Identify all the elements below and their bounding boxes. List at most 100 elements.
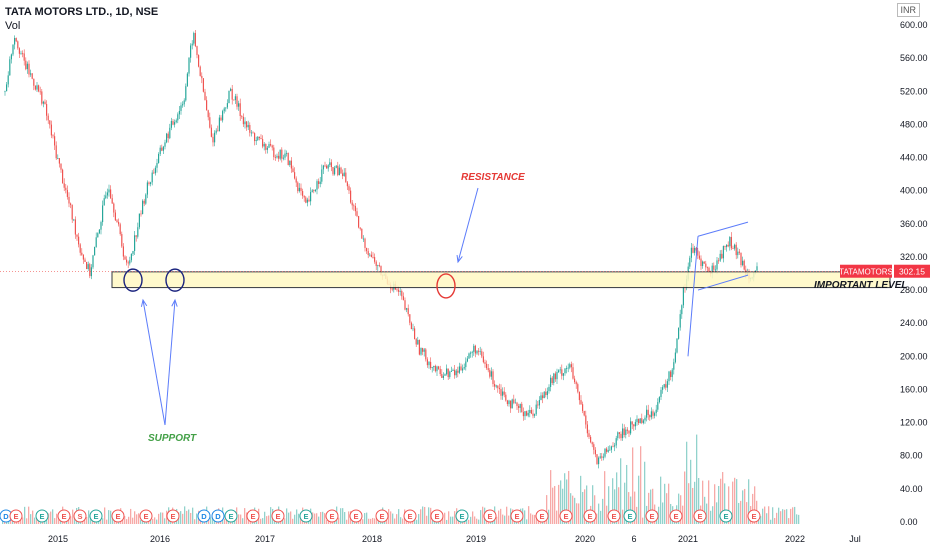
candle-body [172, 121, 174, 125]
volume-bar [500, 508, 502, 524]
candle-body [7, 75, 9, 85]
event-marker-label: E [39, 512, 44, 521]
candle-body [609, 449, 611, 451]
volume-bar [72, 509, 74, 524]
volume-bar [506, 506, 508, 524]
important-level-zone[interactable] [111, 271, 891, 289]
candle-body [354, 206, 356, 212]
event-marker[interactable] [747, 509, 761, 523]
candle-body [639, 418, 641, 424]
support-arrow[interactable] [164, 299, 176, 426]
event-marker[interactable] [535, 509, 549, 523]
event-marker[interactable] [271, 509, 285, 523]
event-marker[interactable] [299, 509, 313, 523]
candle-body [127, 262, 129, 264]
event-marker[interactable] [197, 509, 211, 523]
event-marker[interactable] [111, 509, 125, 523]
event-marker[interactable] [57, 509, 71, 523]
channel-line-upper[interactable] [697, 221, 749, 237]
event-marker[interactable] [483, 509, 497, 523]
event-marker[interactable] [719, 509, 733, 523]
volume-bar [682, 505, 684, 524]
event-marker-label: E [13, 512, 18, 521]
event-marker[interactable] [559, 509, 573, 523]
candle-body [271, 145, 273, 148]
event-marker[interactable] [623, 509, 637, 523]
channel-line-lower[interactable] [697, 274, 749, 291]
event-marker[interactable] [89, 509, 103, 523]
price-tag[interactable] [894, 264, 930, 278]
event-marker[interactable] [349, 509, 363, 523]
candle-body [118, 221, 120, 225]
volume-bar [322, 511, 324, 524]
candle-body [644, 417, 646, 421]
candle-body [159, 147, 161, 155]
event-marker[interactable] [375, 509, 389, 523]
resistance-circle[interactable] [436, 273, 456, 299]
event-marker[interactable] [139, 509, 153, 523]
support-circle[interactable] [165, 268, 185, 292]
volume-bar [684, 471, 686, 524]
candle-body [199, 66, 201, 76]
candle-body [666, 381, 668, 388]
event-marker[interactable] [607, 509, 621, 523]
event-marker[interactable] [35, 509, 49, 523]
volume-bar [778, 507, 780, 524]
candle-body [702, 261, 704, 267]
candle-body [548, 386, 550, 392]
candle-body [54, 136, 56, 146]
event-marker[interactable] [166, 509, 180, 523]
event-marker[interactable] [645, 509, 659, 523]
volume-bar [748, 479, 750, 524]
candle-body [471, 351, 473, 353]
candle-body [327, 165, 329, 169]
candle-body [346, 182, 348, 187]
volume-bar [728, 486, 730, 524]
event-marker[interactable] [583, 509, 597, 523]
event-marker[interactable] [669, 509, 683, 523]
candle-body [374, 257, 376, 262]
event-marker[interactable] [224, 509, 238, 523]
volume-bar [558, 484, 560, 524]
event-marker[interactable] [73, 509, 87, 523]
symbol-tag-label: TATAMOTORS [839, 268, 893, 277]
candle-body [734, 244, 736, 249]
event-marker[interactable] [9, 509, 23, 523]
candle-body [322, 165, 324, 170]
event-marker[interactable] [403, 509, 417, 523]
candle-body [138, 213, 140, 228]
event-marker[interactable] [246, 509, 260, 523]
event-marker[interactable] [211, 509, 225, 523]
volume-bar [694, 481, 696, 524]
candle-body [569, 364, 571, 368]
candle-body [314, 189, 316, 192]
candle-body [214, 132, 216, 143]
resistance-arrow[interactable] [457, 187, 479, 263]
candle-body [60, 163, 62, 170]
event-marker[interactable] [693, 509, 707, 523]
volume-bar [260, 518, 262, 524]
volume-bar [584, 489, 586, 524]
volume-bar [794, 506, 796, 524]
volume-bar [496, 516, 498, 524]
event-marker[interactable] [455, 509, 469, 523]
event-marker-label: E [275, 512, 280, 521]
event-marker[interactable] [325, 509, 339, 523]
support-arrow[interactable] [142, 299, 166, 426]
candle-body [575, 382, 577, 385]
candle-body [447, 368, 449, 378]
candle-body [82, 254, 84, 260]
currency-badge[interactable]: INR [896, 3, 920, 17]
symbol-tag[interactable] [840, 264, 892, 278]
event-marker[interactable] [510, 509, 524, 523]
candle-body [158, 154, 160, 163]
candle-body [511, 399, 513, 409]
volume-bar [112, 516, 114, 524]
support-circle[interactable] [123, 268, 143, 292]
trend-line[interactable] [687, 236, 699, 357]
candle-body [74, 219, 76, 235]
event-marker[interactable] [430, 509, 444, 523]
chart-title: TATA MOTORS LTD., 1D, NSE [5, 6, 159, 18]
event-marker-label: E [353, 512, 358, 521]
